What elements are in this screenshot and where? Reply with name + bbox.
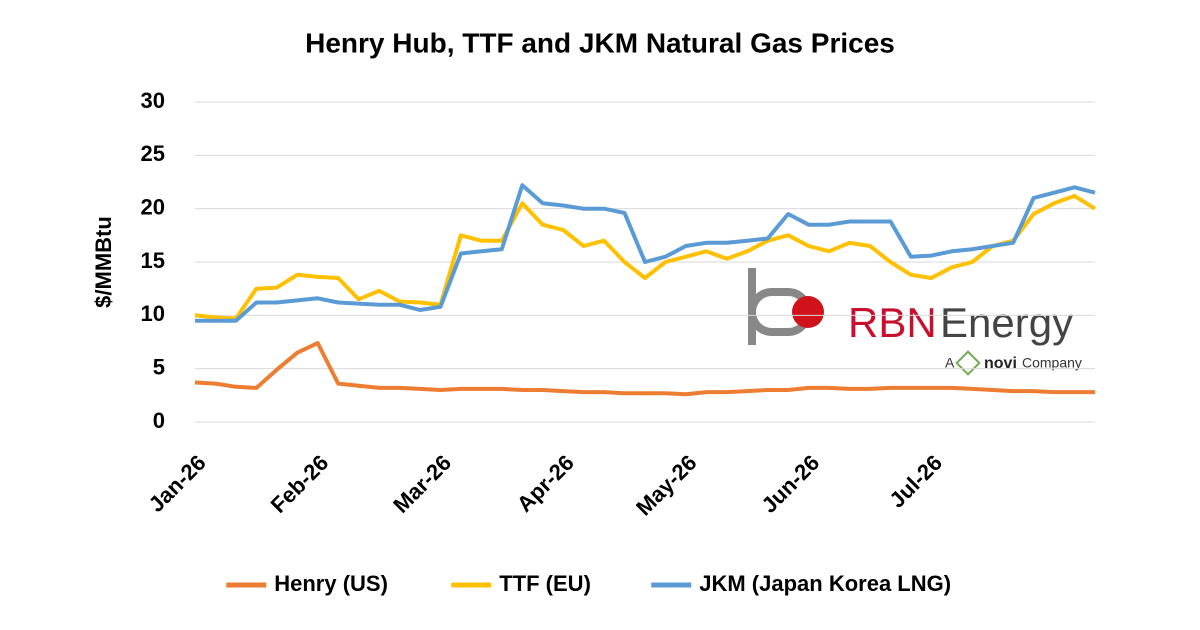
series-line (194, 341, 1095, 397)
y-tick-label: 30 (141, 88, 165, 113)
x-tick-label: Apr-26 (512, 450, 579, 517)
legend-label: TTF (EU) (499, 571, 591, 596)
chart-title: Henry Hub, TTF and JKM Natural Gas Price… (305, 27, 895, 58)
y-axis-label: $/MMBtu (91, 216, 116, 308)
series-line (195, 183, 1096, 323)
logo-brand: RBN (848, 299, 937, 346)
x-tick-label: Mar-26 (388, 450, 456, 518)
x-tick-label: Jan-26 (144, 450, 211, 517)
logo-tagline-brand: novi (984, 355, 1017, 372)
logo-ball (792, 296, 824, 328)
logo-name: Energy (940, 299, 1073, 346)
logo-tagline-pre: A (945, 355, 955, 371)
y-tick-label: 20 (141, 194, 165, 219)
series-line (194, 193, 1097, 321)
legend-label: JKM (Japan Korea LNG) (699, 571, 951, 596)
y-tick-label: 0 (153, 408, 165, 433)
y-tick-label: 15 (141, 248, 165, 273)
x-tick-label: May-26 (631, 450, 701, 520)
x-tick-label: Jun-26 (756, 450, 824, 518)
x-tick-label: Jul-26 (884, 450, 947, 513)
logo-icon (955, 350, 981, 376)
y-tick-label: 25 (141, 141, 165, 166)
y-tick-label: 10 (141, 301, 165, 326)
logo: RBN Energy A novi Company (748, 268, 1082, 376)
x-tick-label: Feb-26 (266, 450, 334, 518)
logo-tagline-post: Company (1022, 355, 1082, 371)
y-tick-label: 5 (153, 354, 165, 379)
legend-label: Henry (US) (274, 571, 388, 596)
